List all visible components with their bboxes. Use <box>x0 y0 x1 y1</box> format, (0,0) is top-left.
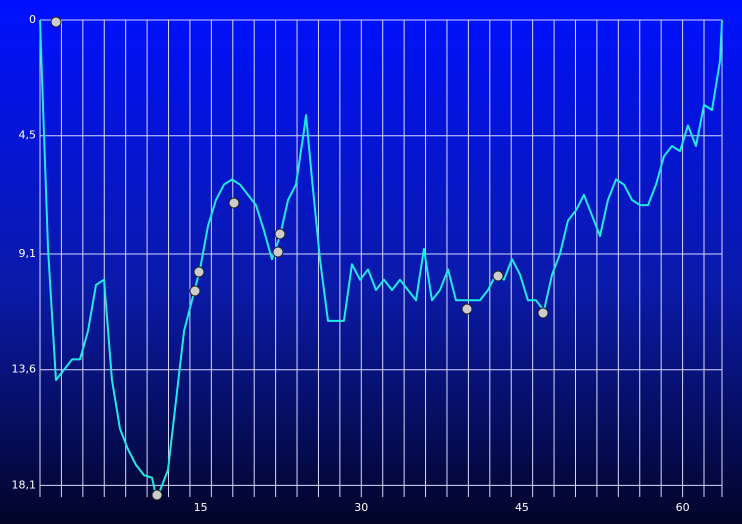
event-icon <box>492 270 504 282</box>
depth-line <box>39 19 723 497</box>
plot <box>39 19 723 497</box>
event-icon <box>151 489 163 501</box>
event-icon <box>537 307 549 319</box>
y-tick-label: 4,5 <box>19 129 37 142</box>
diver-icon <box>50 16 62 28</box>
y-tick-label: 13,6 <box>12 363 37 376</box>
event-icon <box>193 266 205 278</box>
x-tick-label: 15 <box>194 501 208 514</box>
event-icons <box>50 16 549 501</box>
event-icon <box>228 197 240 209</box>
event-icon <box>272 246 284 258</box>
y-tick-label: 9,1 <box>19 247 37 260</box>
x-tick-label: 45 <box>515 501 529 514</box>
event-icon <box>274 228 286 240</box>
event-icon <box>461 303 473 315</box>
grid: 0 4,5 9,1 13,6 18,1 15 30 45 60 <box>12 13 723 514</box>
x-tick-label: 30 <box>354 501 368 514</box>
y-tick-label: 0 <box>29 13 36 26</box>
x-tick-label: 60 <box>676 501 690 514</box>
y-tick-label: 18,1 <box>12 478 37 491</box>
event-icon <box>189 285 201 297</box>
